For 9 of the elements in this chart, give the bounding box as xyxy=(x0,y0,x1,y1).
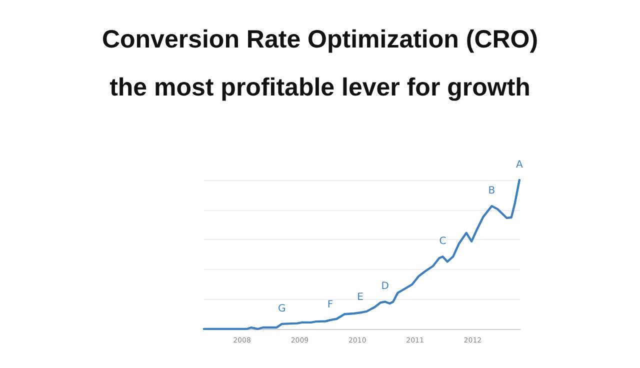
annotation: F xyxy=(327,300,334,311)
annotation: E xyxy=(357,292,364,304)
annotation: D xyxy=(381,281,390,292)
chart-subtitle: the most profitable lever for growth xyxy=(110,74,530,102)
annotation: B xyxy=(488,186,496,197)
chart-title: Conversion Rate Optimization (CRO) xyxy=(102,26,538,54)
annotation: C xyxy=(439,236,446,248)
annotation: A xyxy=(516,160,523,170)
annotation: G xyxy=(278,303,286,314)
